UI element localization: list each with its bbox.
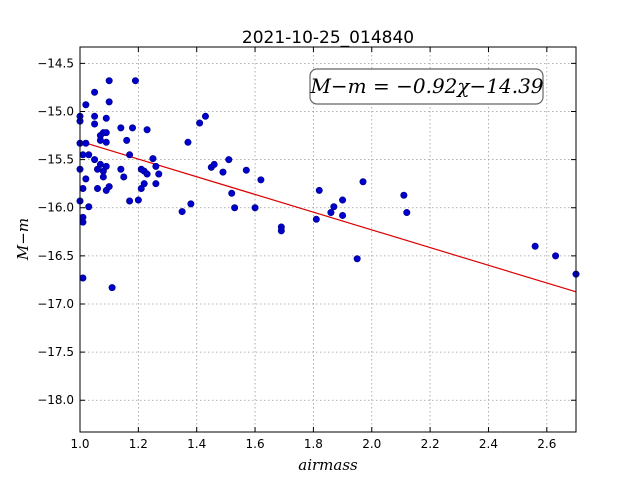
x-tick-labels: 1.0 1.2 1.4 1.6 1.8 2.0 2.2 2.4 2.6 (70, 437, 556, 451)
y-tick-label: −16.0 (37, 201, 74, 215)
data-point (330, 203, 338, 211)
data-point (219, 168, 227, 176)
x-tick-label: 1.2 (129, 437, 148, 451)
data-point (403, 209, 411, 217)
data-point (99, 173, 107, 181)
data-point (102, 138, 110, 146)
data-point (91, 112, 99, 120)
data-point (131, 77, 139, 85)
chart-title: 2021-10-25_014840 (242, 28, 414, 48)
fit-line (79, 140, 577, 293)
x-tick-label: 1.4 (187, 437, 206, 451)
data-point (327, 209, 335, 217)
data-point (152, 180, 160, 188)
data-point (129, 124, 137, 132)
data-point (94, 184, 102, 192)
y-tick-label: −17.0 (37, 297, 74, 311)
data-point (134, 196, 142, 204)
data-point (155, 170, 163, 178)
data-point (184, 138, 192, 146)
fit-line-layer (79, 140, 577, 293)
y-tick-label: −16.5 (37, 249, 74, 263)
data-point (105, 77, 113, 85)
data-point (108, 284, 116, 292)
data-point (79, 184, 87, 192)
data-point (91, 88, 99, 96)
data-point (353, 255, 361, 263)
data-point (79, 218, 87, 226)
x-axis-label: airmass (298, 456, 358, 474)
data-point (143, 126, 151, 134)
data-point (339, 196, 347, 204)
data-point (120, 173, 128, 181)
data-point (149, 155, 157, 163)
data-point (359, 178, 367, 186)
data-point (339, 211, 347, 219)
data-point (82, 101, 90, 109)
data-point (210, 160, 218, 168)
x-tick-label: 2.2 (421, 437, 440, 451)
data-point (85, 151, 93, 159)
y-tick-label: −17.5 (37, 345, 74, 359)
data-point (102, 162, 110, 170)
data-point (79, 274, 87, 282)
y-axis-label: M−m (14, 218, 32, 261)
annotation-box (309, 68, 544, 105)
data-point (126, 197, 134, 205)
data-point (126, 151, 134, 159)
plot-frame (79, 46, 577, 433)
data-point (102, 129, 110, 137)
data-point (117, 124, 125, 132)
data-point (117, 165, 125, 173)
data-point (123, 136, 131, 144)
grid (79, 47, 576, 432)
data-point (152, 162, 160, 170)
data-point (105, 98, 113, 106)
x-tick-label: 1.0 (70, 437, 89, 451)
data-point (277, 227, 285, 235)
y-tick-label: −14.5 (37, 56, 74, 70)
data-point (257, 176, 265, 184)
x-tick-label: 1.6 (246, 437, 265, 451)
data-point (312, 215, 320, 223)
data-point (315, 186, 323, 194)
data-point (187, 200, 195, 208)
data-point (82, 175, 90, 183)
data-point (91, 156, 99, 164)
data-point (96, 160, 104, 168)
data-point (201, 112, 209, 120)
data-point (102, 114, 110, 122)
x-tick-label: 1.8 (304, 437, 323, 451)
data-point (143, 170, 151, 178)
data-point (140, 180, 148, 188)
data-point (242, 166, 250, 174)
y-tick-label: −18.0 (37, 393, 74, 407)
fit-annotation: M−m = −0.92χ−14.39 (309, 68, 544, 105)
data-point (552, 252, 560, 260)
annotation-text: M−m = −0.92χ−14.39 (309, 74, 543, 98)
data-point (228, 189, 236, 197)
x-tick-label: 2.6 (537, 437, 556, 451)
data-point (225, 156, 233, 164)
data-point (91, 120, 99, 128)
data-point (79, 151, 87, 159)
x-tick-label: 2.0 (362, 437, 381, 451)
data-point (400, 191, 408, 199)
data-point (196, 119, 204, 127)
data-point (531, 242, 539, 250)
y-tick-label: −15.5 (37, 153, 74, 167)
data-points (76, 77, 580, 292)
data-point (105, 183, 113, 191)
axis-ticks (79, 47, 576, 432)
data-point (96, 136, 104, 144)
data-point (178, 208, 186, 216)
y-tick-label: −15.0 (37, 104, 74, 118)
data-point (85, 203, 93, 211)
y-tick-labels: −14.5 −15.0 −15.5 −16.0 −16.5 −17.0 −17.5 −18.0 (37, 56, 74, 407)
data-point (231, 204, 239, 212)
data-point (251, 204, 259, 212)
data-point (82, 139, 90, 147)
x-tick-label: 2.4 (479, 437, 498, 451)
